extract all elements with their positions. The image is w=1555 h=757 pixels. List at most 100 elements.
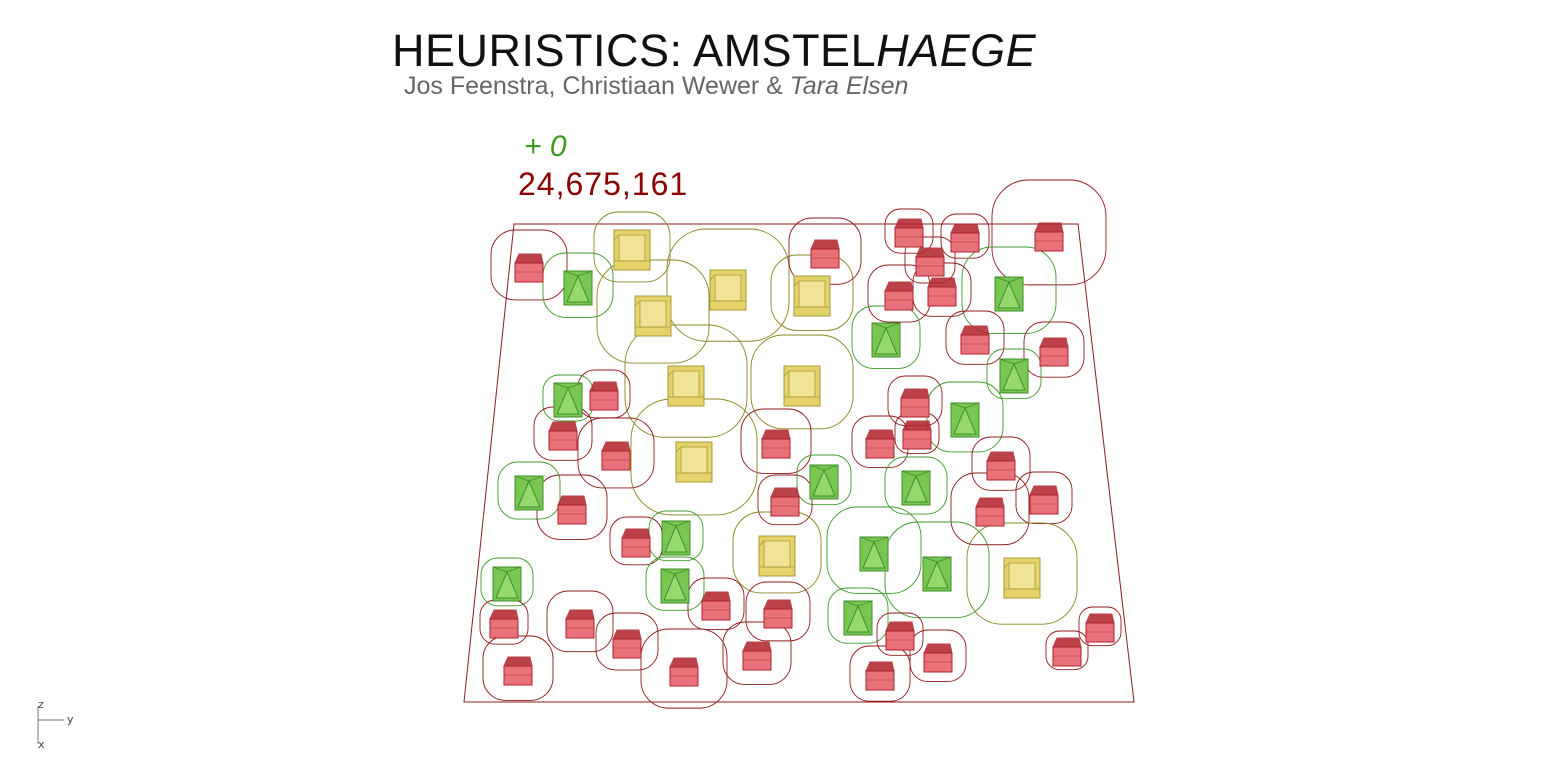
- bungalow-house: [859, 536, 889, 572]
- single-house: [601, 441, 631, 471]
- single-house: [763, 599, 793, 629]
- clearance-ring: [480, 557, 534, 607]
- clearance-ring: [986, 348, 1042, 400]
- bungalow-house: [563, 270, 593, 306]
- single-house: [565, 609, 595, 639]
- single-house: [975, 497, 1005, 527]
- clearance-ring: [1023, 321, 1085, 378]
- clearance-ring: [961, 246, 1057, 334]
- bungalow-house: [922, 556, 952, 592]
- bungalow-house: [901, 470, 931, 506]
- clearance-ring: [596, 259, 710, 364]
- villa-house: [675, 441, 713, 483]
- axis-gizmo: [37, 706, 64, 744]
- clearance-ring: [640, 628, 728, 709]
- single-house: [548, 421, 578, 451]
- villa-house: [1003, 557, 1041, 599]
- single-house: [915, 247, 945, 277]
- single-house: [986, 451, 1016, 481]
- clearance-ring: [884, 456, 948, 515]
- clearance-ring: [750, 334, 854, 430]
- villa-house: [783, 365, 821, 407]
- bungalow-house: [660, 568, 690, 604]
- score-delta: + 0: [524, 130, 567, 163]
- villa-house: [634, 295, 672, 337]
- clearance-ring: [497, 461, 561, 520]
- single-house: [1085, 613, 1115, 643]
- bungalow-house: [661, 520, 691, 556]
- axis-z-label: z: [38, 698, 44, 711]
- single-house: [489, 609, 519, 639]
- clearance-ring: [909, 629, 967, 682]
- bungalow-house: [514, 475, 544, 511]
- authors-subtitle: Jos Feenstra, Christiaan Wewer & Tara El…: [404, 72, 909, 100]
- single-house: [810, 239, 840, 269]
- houses: [489, 218, 1115, 691]
- bungalow-house: [492, 566, 522, 602]
- single-house: [923, 643, 953, 673]
- villa-house: [758, 535, 796, 577]
- clearance-ring: [687, 577, 745, 630]
- clearance-ring: [666, 228, 790, 342]
- clearance-ring: [490, 229, 568, 301]
- clearance-ring: [546, 590, 614, 653]
- clearance-ring: [740, 408, 812, 474]
- clearance-ring: [757, 474, 813, 526]
- page-title: HEURISTICS: AMSTELHAEGE: [392, 25, 1037, 76]
- single-house: [770, 487, 800, 517]
- clearance-ring: [722, 621, 792, 686]
- clearance-ring: [827, 587, 889, 644]
- clearance-ring: [593, 211, 671, 283]
- single-house: [514, 253, 544, 283]
- site-boundary: [463, 223, 1135, 703]
- clearance-ring: [577, 417, 655, 489]
- villa-house: [613, 229, 651, 271]
- single-house: [612, 629, 642, 659]
- clearance-ring: [971, 436, 1031, 491]
- clearance-ring: [1045, 630, 1089, 671]
- single-house: [885, 621, 915, 651]
- single-house: [1034, 222, 1064, 252]
- clearance-ring: [745, 581, 811, 642]
- single-house: [503, 656, 533, 686]
- clearance-ring: [1078, 606, 1122, 647]
- bungalow-house: [809, 464, 839, 500]
- single-house: [894, 218, 924, 248]
- clearance-ring: [876, 612, 924, 656]
- axis-y-label: y: [67, 713, 74, 726]
- villa-house: [793, 275, 831, 317]
- score-total: 24,675,161: [518, 166, 689, 202]
- single-house: [1029, 485, 1059, 515]
- single-house: [927, 277, 957, 307]
- clearance-rings: [479, 179, 1122, 709]
- single-house: [701, 591, 731, 621]
- single-house: [589, 381, 619, 411]
- bungalow-house: [553, 382, 583, 418]
- villa-house: [709, 269, 747, 311]
- single-house: [1052, 637, 1082, 667]
- bungalow-house: [999, 358, 1029, 394]
- clearance-ring: [826, 506, 922, 594]
- single-house: [960, 325, 990, 355]
- single-house: [669, 657, 699, 687]
- bungalow-house: [994, 276, 1024, 312]
- single-house: [865, 429, 895, 459]
- single-house: [621, 528, 651, 558]
- single-house: [557, 495, 587, 525]
- single-house: [950, 223, 980, 253]
- bungalow-house: [871, 322, 901, 358]
- clearance-ring: [624, 324, 748, 438]
- single-house: [865, 661, 895, 691]
- single-house: [900, 388, 930, 418]
- clearance-ring: [645, 556, 705, 611]
- bungalow-house: [950, 402, 980, 438]
- clearance-ring: [1015, 471, 1073, 524]
- clearance-ring: [884, 208, 934, 254]
- single-house: [902, 420, 932, 450]
- single-house: [742, 641, 772, 671]
- clearance-ring: [542, 252, 614, 318]
- clearance-ring: [940, 213, 990, 259]
- clearance-ring: [796, 454, 852, 506]
- single-house: [761, 429, 791, 459]
